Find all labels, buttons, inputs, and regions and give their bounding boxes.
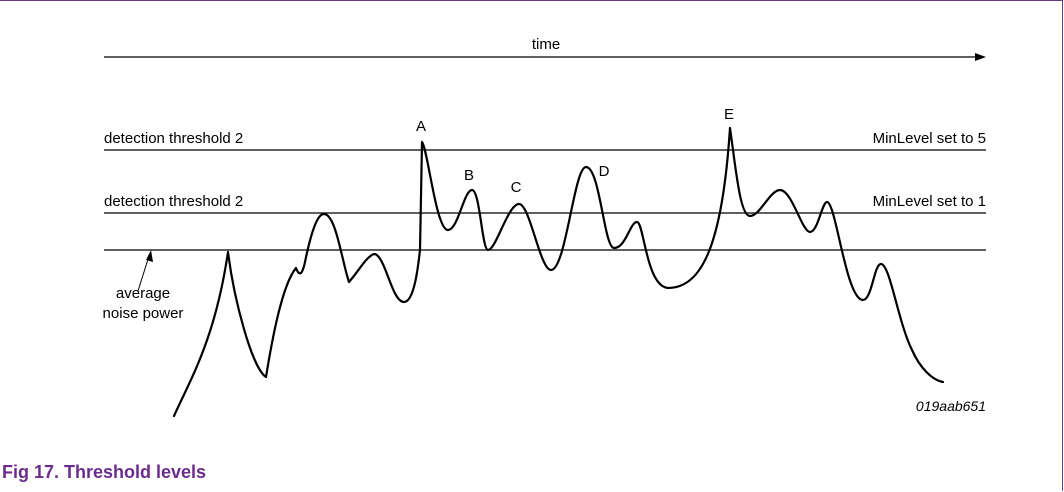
peak-b-label: B: [464, 167, 474, 184]
figure-caption: Fig 17. Threshold levels: [2, 462, 207, 482]
signal-waveform: [172, 126, 945, 418]
threshold-lower-label: detection threshold 2: [104, 193, 243, 210]
figure-reference-code: 019aab651: [916, 398, 986, 414]
peak-c-label: C: [511, 179, 522, 196]
time-label: time: [532, 36, 560, 53]
noise-pointer-line: [137, 255, 150, 292]
noise-pointer-arrowhead: [146, 250, 153, 262]
noise-label-line2: noise power: [103, 305, 184, 322]
time-arrowhead: [975, 53, 986, 61]
minlevel-upper-label: MinLevel set to 5: [873, 130, 986, 147]
peak-e-label: E: [724, 106, 734, 123]
threshold-upper-label: detection threshold 2: [104, 130, 243, 147]
peak-a-label: A: [416, 118, 426, 135]
peak-d-label: D: [599, 163, 610, 180]
threshold-diagram: time detection threshold 2 detection thr…: [103, 36, 986, 418]
minlevel-lower-label: MinLevel set to 1: [873, 193, 986, 210]
noise-label-line1: average: [116, 285, 170, 302]
